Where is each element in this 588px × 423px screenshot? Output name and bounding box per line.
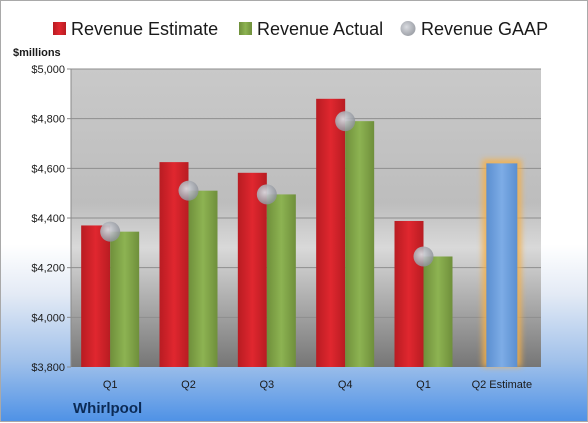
gridlines (67, 68, 541, 368)
bar-revenue-estimate (237, 172, 267, 367)
legend-swatch-estimate (53, 22, 66, 35)
legend-swatch-gaap (400, 21, 416, 36)
y-tick-labels: $3,800 $4,000 $4,200 $4,400 $4,600 $4,800 $5,0… (31, 64, 65, 374)
bar-revenue-actual (188, 190, 218, 367)
marker-revenue-gaap (100, 221, 121, 242)
x-tick-label: Q2 Estimate (472, 379, 533, 391)
legend-label-actual: Revenue Actual (257, 19, 383, 39)
bar-revenue-estimate (316, 98, 346, 368)
x-tick-label: Q1 (103, 379, 118, 391)
company-name: Whirlpool (73, 400, 142, 417)
marker-revenue-gaap (178, 180, 199, 201)
bars (81, 98, 522, 368)
y-tick-label: $4,000 (31, 312, 65, 324)
legend-label-estimate: Revenue Estimate (71, 19, 218, 39)
y-tick-label: $4,400 (31, 213, 65, 225)
y-axis-unit-label: $millions (13, 47, 61, 59)
legend: Revenue Estimate Revenue Actual Revenue … (53, 19, 548, 39)
x-tick-label: Q1 (416, 379, 431, 391)
bar-revenue-actual (110, 231, 140, 367)
marker-revenue-gaap (256, 184, 277, 205)
bar-revenue-actual (423, 256, 453, 367)
x-tick-labels: Q1 Q2 Q3 Q4 Q1 Q2 Estimate (103, 379, 532, 391)
legend-label-gaap: Revenue GAAP (421, 19, 548, 39)
bar-revenue-actual (345, 121, 375, 368)
y-tick-label: $5,000 (31, 64, 65, 76)
x-tick-label: Q2 (181, 379, 196, 391)
y-tick-label: $3,800 (31, 362, 65, 374)
x-tick-label: Q4 (338, 379, 353, 391)
bar-revenue-estimate-forecast (486, 163, 518, 367)
marker-revenue-gaap (335, 111, 356, 132)
bar-revenue-estimate (81, 225, 111, 367)
y-tick-label: $4,200 (31, 263, 65, 275)
marker-revenue-gaap (413, 246, 434, 267)
bar-revenue-actual (266, 194, 296, 367)
legend-swatch-actual (239, 22, 252, 35)
y-tick-label: $4,600 (31, 163, 65, 175)
y-tick-label: $4,800 (31, 114, 65, 126)
bar-revenue-estimate (394, 220, 424, 367)
x-tick-label: Q3 (259, 379, 274, 391)
